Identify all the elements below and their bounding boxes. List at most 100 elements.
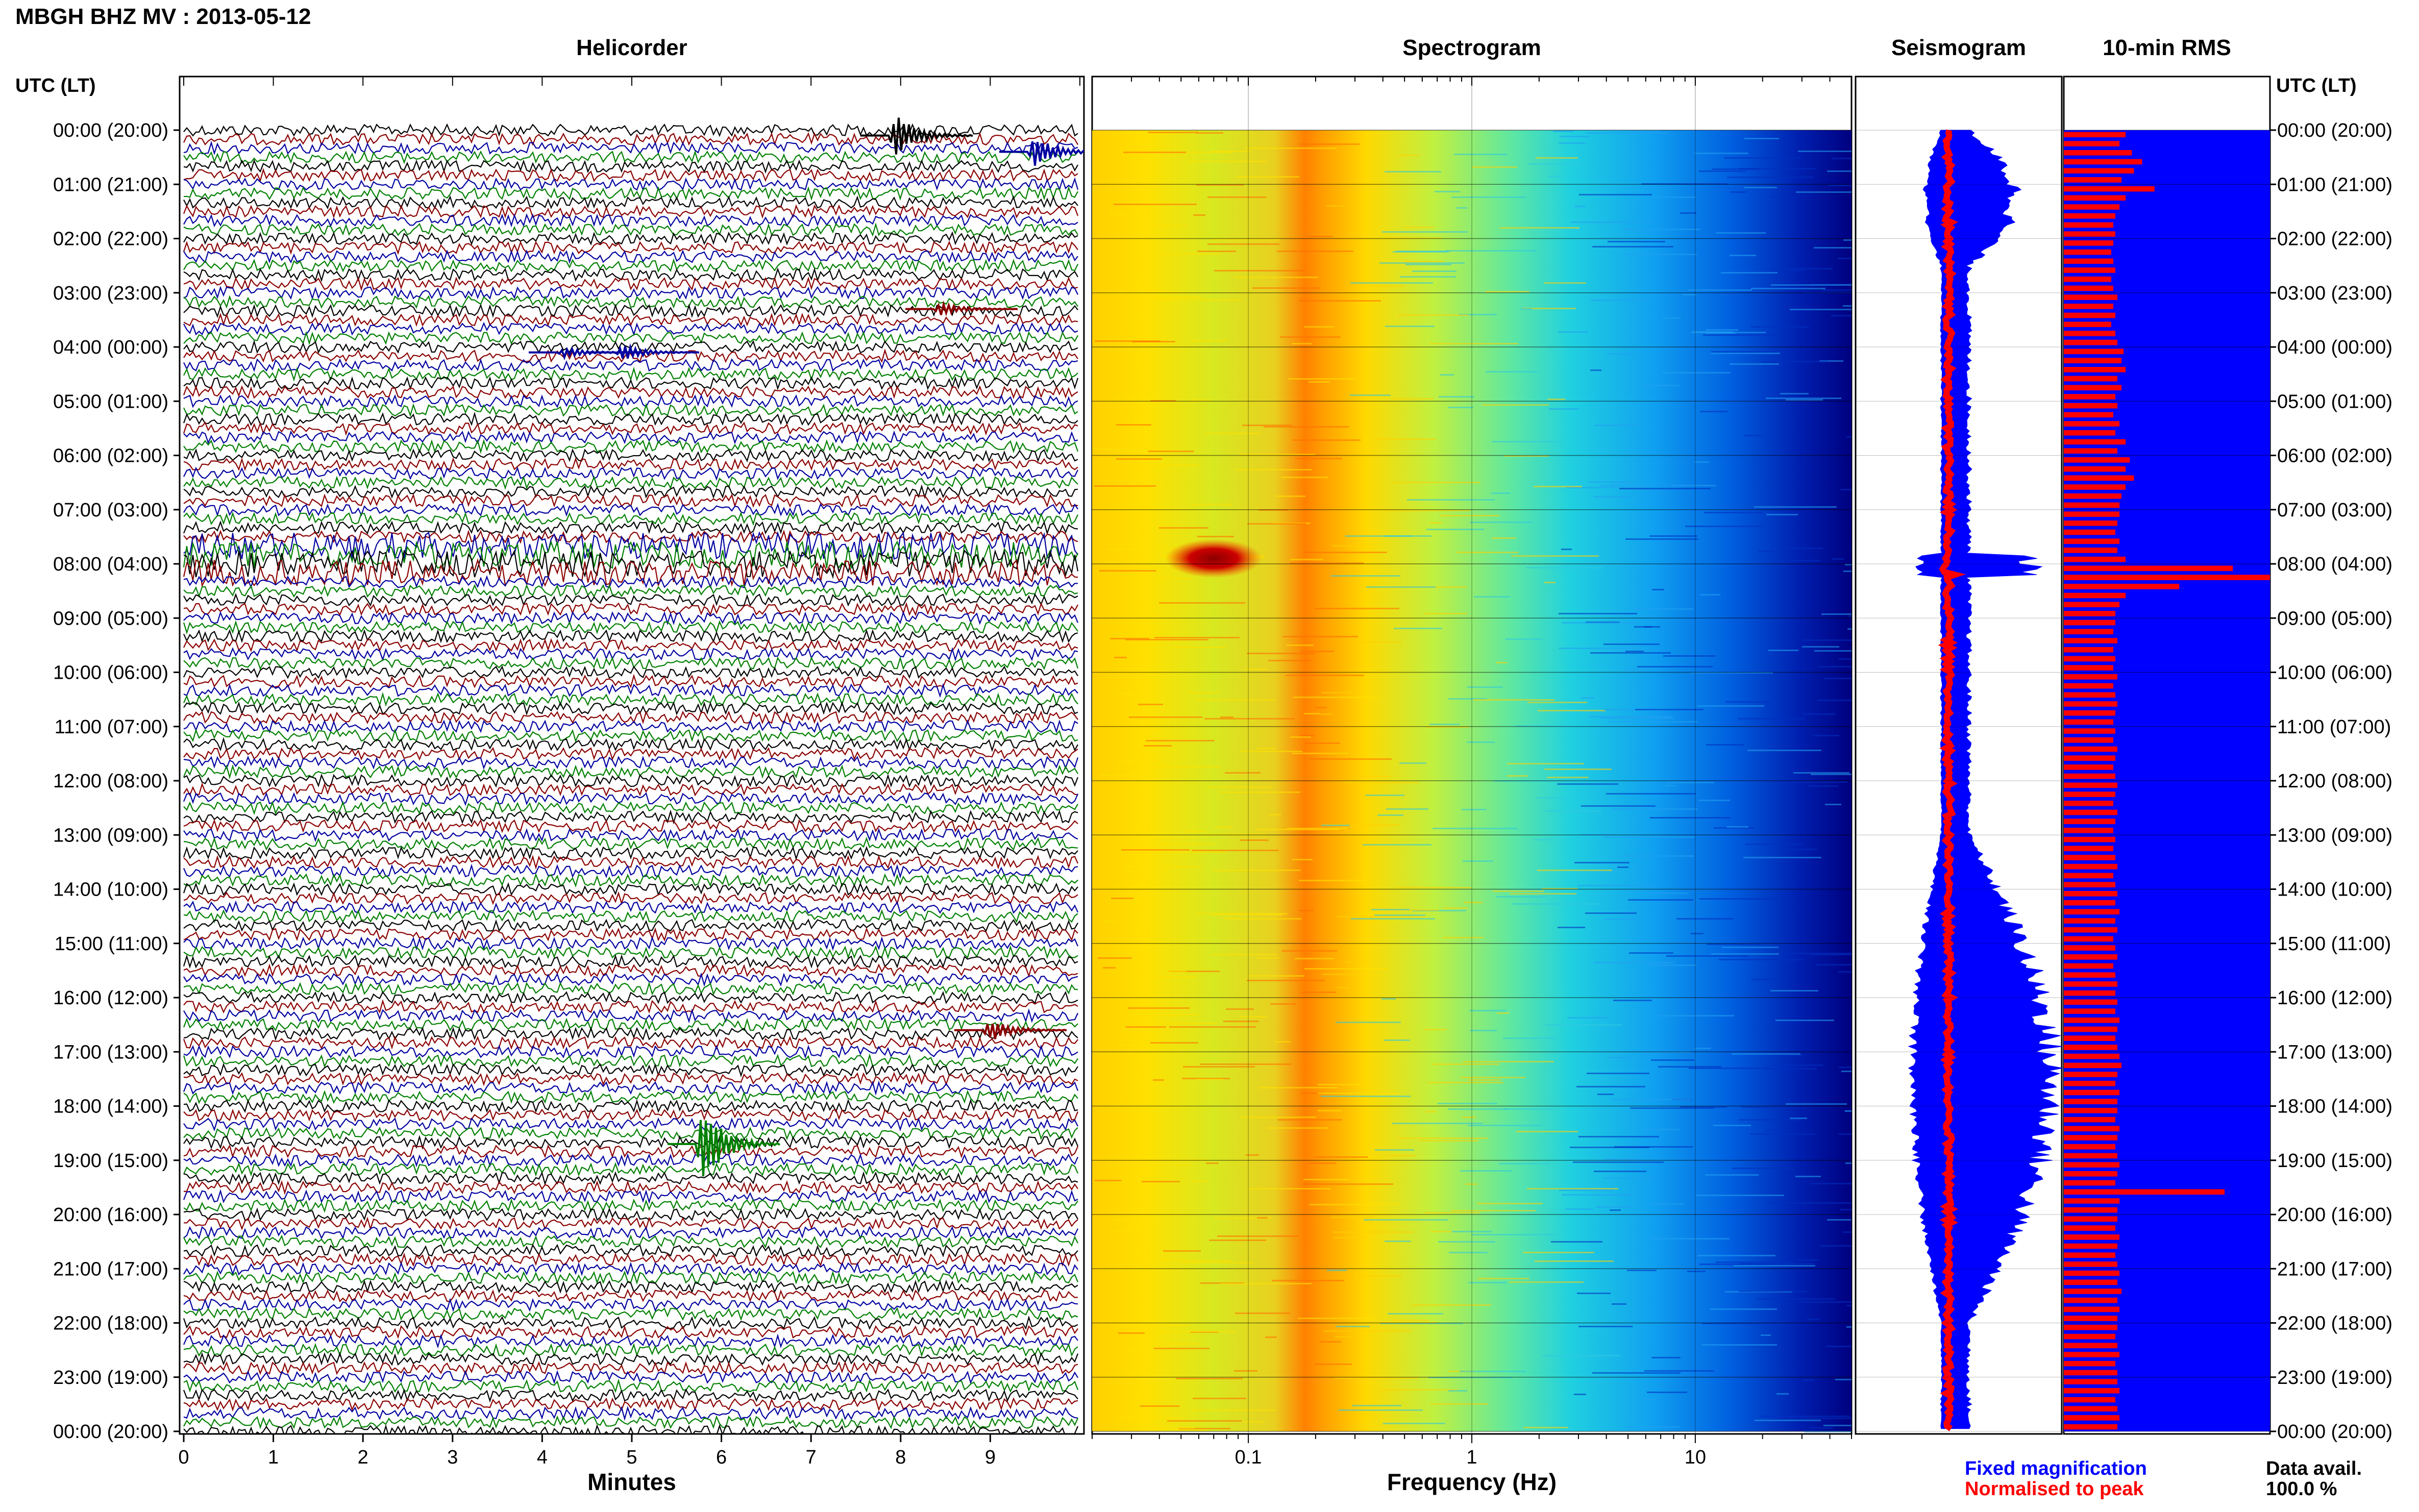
- helicorder-trace: [183, 719, 1078, 734]
- spectrogram-texture: [1511, 555, 1599, 557]
- spectrogram-texture: [1376, 438, 1436, 440]
- helicorder-trace: [183, 411, 1078, 426]
- spectrogram-texture: [1173, 1429, 1208, 1431]
- spectrogram-texture: [1648, 964, 1696, 966]
- spectrogram-texture: [1333, 1237, 1366, 1238]
- rms-bar: [2064, 719, 2113, 725]
- spectrogram-texture: [1405, 264, 1451, 265]
- rms-bar: [2064, 1406, 2117, 1411]
- helicorder-trace: [183, 349, 1078, 363]
- spectrogram-texture: [1771, 284, 1852, 286]
- spectrogram-texture: [1762, 361, 1828, 362]
- helicorder-trace: [183, 638, 1078, 653]
- spectrogram-texture: [1138, 704, 1163, 705]
- spectrogram-texture: [1751, 326, 1809, 328]
- spectrogram-texture: [1315, 707, 1327, 708]
- spectrogram-texture: [1326, 205, 1345, 207]
- spectrogram-texture: [1845, 1110, 1852, 1112]
- spectrogram-texture: [1536, 797, 1570, 799]
- spectrogram-texture: [1771, 268, 1833, 269]
- rms-bar: [2064, 475, 2134, 481]
- row-label-right: 11:00 (07:00): [2277, 716, 2391, 738]
- spectrogram-texture: [1606, 793, 1696, 795]
- spectrogram-texture: [1107, 561, 1118, 563]
- minute-tick-label: 1: [268, 1447, 279, 1468]
- spectrogram-texture: [1206, 1162, 1219, 1164]
- rms-bar: [2064, 1388, 2120, 1394]
- spectrogram-texture: [1651, 1238, 1730, 1240]
- spectrogram-texture: [1339, 1409, 1423, 1411]
- helicorder-trace: [183, 1343, 1078, 1357]
- rms-bar: [2064, 294, 2117, 300]
- spectrogram-texture: [1100, 775, 1155, 776]
- spectrogram-texture: [1811, 954, 1852, 955]
- spectrogram-texture: [1146, 740, 1215, 741]
- spectrogram-texture: [1828, 185, 1852, 186]
- spectrogram-texture: [1507, 763, 1584, 764]
- spectrogram-texture: [1637, 666, 1713, 667]
- spectrogram-texture: [1429, 724, 1460, 725]
- spectrogram-texture: [1832, 158, 1852, 159]
- rms-bar: [2064, 575, 2270, 580]
- rms-bar: [2064, 873, 2113, 879]
- spectrogram-texture: [1544, 282, 1586, 284]
- helicorder-trace: [183, 1298, 1078, 1312]
- spectrogram-texture: [1509, 1281, 1584, 1283]
- spectrogram-texture: [1838, 971, 1852, 973]
- spectrogram-texture: [1755, 1420, 1821, 1421]
- spectrogram-texture: [1559, 613, 1637, 614]
- spectrogram-texture: [1515, 725, 1572, 727]
- spectrogram-texture: [1699, 898, 1778, 900]
- rms-bar: [2064, 349, 2124, 355]
- spectrogram-texture: [1786, 548, 1823, 549]
- rms-bar: [2064, 457, 2130, 463]
- rms-bar: [2064, 1252, 2115, 1258]
- spectrogram-texture: [1468, 1282, 1507, 1283]
- row-label-right: 18:00 (14:00): [2277, 1096, 2392, 1118]
- spectrogram-texture: [1241, 751, 1302, 752]
- spectrogram-texture: [1694, 153, 1748, 154]
- spectrogram-texture: [1186, 831, 1206, 832]
- spectrogram-texture: [1212, 914, 1282, 915]
- spectrogram-texture: [1148, 299, 1173, 300]
- spectrogram-texture: [1220, 1283, 1312, 1284]
- row-label-left: 17:00 (13:00): [53, 1042, 168, 1063]
- spectrogram-texture: [1193, 1398, 1246, 1399]
- spectrogram-texture: [1591, 300, 1648, 301]
- helicorder-trace: [183, 602, 1078, 616]
- helicorder-trace: [183, 963, 1078, 978]
- spectrogram-texture: [1795, 1176, 1821, 1177]
- spectrogram-texture: [1594, 425, 1642, 426]
- spectrogram-texture: [1658, 1066, 1721, 1068]
- spectrogram-texture: [1146, 1343, 1202, 1345]
- spectrogram-texture: [1608, 1057, 1632, 1058]
- spectrogram-texture: [1269, 814, 1281, 815]
- spectrogram-texture: [1499, 227, 1579, 229]
- spectrogram-texture: [1544, 582, 1556, 583]
- helicorder-trace: [183, 295, 1078, 309]
- helicorder-trace: [183, 747, 1078, 761]
- spectrogram-texture: [1134, 420, 1155, 422]
- spectrogram-texture: [1183, 1066, 1255, 1068]
- spectrogram-texture: [1671, 485, 1716, 486]
- spectrogram-texture: [1841, 1071, 1852, 1072]
- spectrogram-texture: [1803, 639, 1852, 641]
- spectrogram-texture: [1612, 808, 1697, 810]
- spectrogram-texture: [1116, 424, 1151, 426]
- spectrogram-texture: [1154, 464, 1198, 466]
- spectrogram-texture: [1191, 1409, 1276, 1411]
- helicorder-trace: [183, 1378, 1079, 1393]
- spectrogram-texture: [1845, 1162, 1852, 1164]
- spectrogram-texture: [1244, 1421, 1264, 1423]
- spectrogram-texture: [1287, 645, 1314, 646]
- helicorder-trace: [183, 828, 1078, 842]
- spectrogram-texture: [1816, 964, 1852, 965]
- spectrogram-texture: [1394, 628, 1442, 629]
- spectrogram-texture: [1724, 157, 1801, 159]
- spectrogram-texture: [1649, 535, 1697, 537]
- helicorder-trace: [183, 710, 1078, 725]
- helicorder-trace: [183, 439, 1079, 454]
- spectrogram-texture: [1707, 944, 1762, 945]
- spectrogram-texture: [1393, 251, 1447, 253]
- spectrogram-texture: [1448, 407, 1473, 408]
